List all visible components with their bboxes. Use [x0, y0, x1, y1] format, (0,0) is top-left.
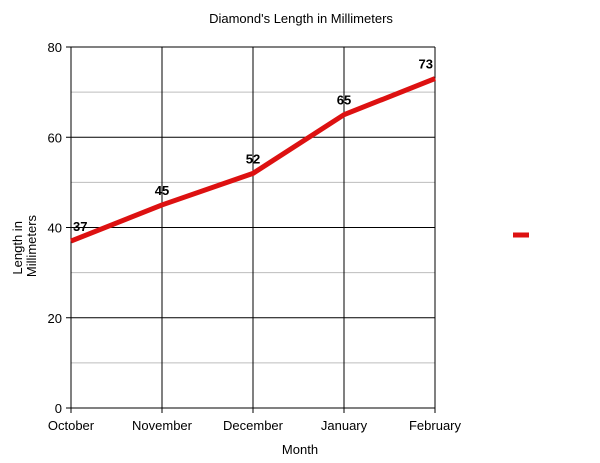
data-label-0: 37	[73, 219, 87, 234]
y-tick-label-40: 40	[48, 221, 62, 236]
data-point-2	[252, 172, 254, 174]
series-group	[70, 76, 436, 244]
data-point-1	[161, 204, 163, 206]
x-tick-label-4: February	[409, 418, 462, 433]
major-gridlines	[66, 46, 436, 413]
data-label-3: 65	[337, 93, 351, 108]
y-tick-label-0: 0	[55, 401, 62, 416]
data-label-4: 73	[419, 57, 433, 72]
y-tick-label-60: 60	[48, 130, 62, 145]
y-axis-label-line-1: Length in	[10, 221, 25, 275]
data-point-3	[343, 114, 345, 116]
y-tick-labels: 0 20 40 60 80	[48, 40, 62, 416]
y-tick-label-20: 20	[48, 311, 62, 326]
y-axis-label: Length in Millimeters	[10, 214, 39, 277]
x-axis-label: Month	[282, 442, 318, 457]
chart-title: Diamond's Length in Millimeters	[209, 11, 393, 26]
data-labels: 37 45 52 65 73	[73, 57, 433, 234]
x-tick-labels: October November December January February	[48, 418, 462, 433]
data-point-0	[70, 240, 72, 242]
x-tick-label-1: November	[132, 418, 193, 433]
x-tick-label-0: October	[48, 418, 95, 433]
y-axis-label-line-2: Millimeters	[24, 214, 39, 277]
data-label-1: 45	[155, 183, 169, 198]
x-tick-label-2: December	[223, 418, 284, 433]
data-point-4	[434, 78, 436, 80]
data-label-2: 52	[246, 151, 260, 166]
x-tick-label-3: January	[321, 418, 368, 433]
y-tick-label-80: 80	[48, 40, 62, 55]
